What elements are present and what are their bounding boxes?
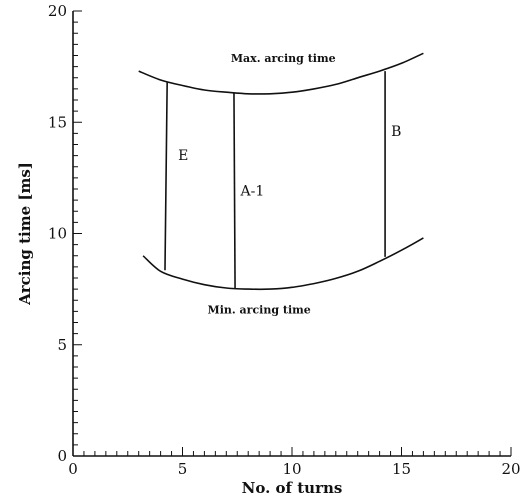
axes: [72, 11, 511, 457]
vertical-line-label-a-1: A-1: [240, 184, 265, 200]
x-tick-label: 10: [282, 460, 301, 478]
vertical-line-label-e: E: [178, 148, 188, 164]
ticks: 0 5 10 15 20 0 5 10 15 20: [48, 2, 521, 478]
y-axis-title: Arcing time [ms]: [16, 162, 34, 306]
x-tick-label: 20: [501, 460, 520, 478]
min-arcing-annotation: Min. arcing time: [208, 304, 311, 317]
labels: No. of turns Arcing time [ms] E A-1 B Max. ar…: [16, 52, 401, 497]
vertical-line-e: [164, 82, 168, 271]
y-tick-label: 20: [48, 2, 67, 20]
vertical-line-a-1: [233, 93, 236, 289]
vertical-line-label-b: B: [391, 124, 401, 140]
curves: [138, 52, 424, 291]
y-tick-label: 15: [48, 113, 67, 131]
vertical-lines: [164, 71, 386, 289]
max-arcing-curve: [138, 52, 424, 95]
x-tick-label: 0: [68, 460, 78, 478]
x-tick-label: 5: [178, 460, 188, 478]
y-tick-label: 10: [48, 225, 67, 243]
min-arcing-curve: [142, 237, 424, 291]
x-axis-title: No. of turns: [242, 479, 343, 497]
y-tick-label: 5: [57, 336, 67, 354]
y-tick-label: 0: [57, 447, 67, 465]
max-arcing-annotation: Max. arcing time: [231, 52, 336, 65]
x-tick-label: 15: [392, 460, 411, 478]
